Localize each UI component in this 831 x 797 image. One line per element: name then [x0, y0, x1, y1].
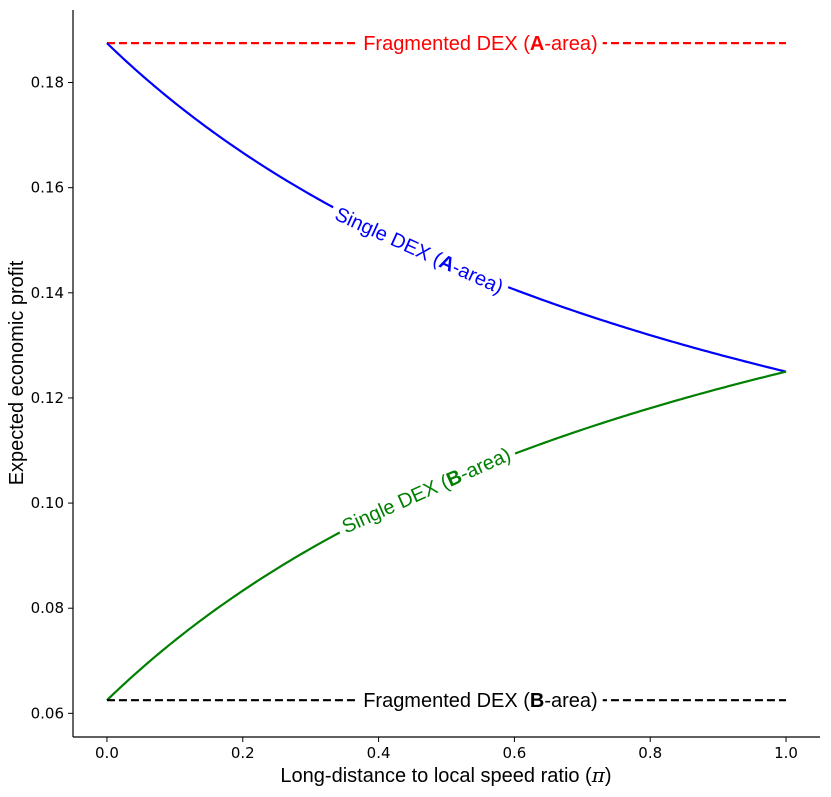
series-label-1: Single DEX (A-area)	[326, 200, 512, 302]
x-axis-title-suffix: )	[605, 765, 612, 787]
series-line-1	[106, 42, 787, 373]
label-part: -area)	[449, 257, 507, 299]
y-tick-label: 0.14	[31, 284, 64, 302]
y-tick-label: 0.18	[31, 74, 64, 92]
x-tick-label: 0.8	[638, 744, 662, 762]
label-part: -area)	[544, 33, 597, 55]
y-ticks: 0.06 0.08 0.10 0.12 0.14 0.16 0.18	[31, 74, 73, 722]
y-tick-label: 0.08	[31, 599, 64, 617]
x-axis-title-symbol: π	[591, 763, 606, 787]
x-axis-title: Long-distance to local speed ratio (π)	[280, 763, 611, 787]
label-part: A	[530, 33, 544, 55]
x-tick-label: 0.0	[95, 744, 119, 762]
label-background	[358, 689, 603, 714]
label-part: Single DEX (	[331, 203, 445, 270]
series-line-2	[106, 370, 787, 701]
axes	[72, 10, 820, 738]
y-tick-label: 0.06	[31, 704, 64, 722]
series-label-0: Fragmented DEX (A-area)	[358, 32, 603, 57]
x-axis-title-text: Long-distance to local speed ratio (	[280, 765, 592, 787]
y-tick-label: 0.12	[31, 389, 64, 407]
x-tick-label: 0.6	[502, 744, 526, 762]
x-ticks: 0.0 0.2 0.4 0.6 0.8 1.0	[95, 737, 798, 762]
label-part: -area)	[544, 690, 597, 712]
label-part: Single DEX (	[339, 471, 453, 538]
series-label-text: Single DEX (B-area)	[339, 444, 514, 539]
label-background	[358, 32, 603, 57]
label-part: B	[530, 690, 544, 712]
series-label-2: Single DEX (B-area)	[333, 440, 520, 542]
x-tick-label: 1.0	[774, 744, 798, 762]
series-label-text: Fragmented DEX (B-area)	[363, 690, 598, 712]
series-label-3: Fragmented DEX (B-area)	[358, 689, 603, 714]
x-tick-label: 0.2	[231, 744, 255, 762]
label-part: Fragmented DEX (	[363, 33, 530, 55]
series-group	[106, 42, 787, 702]
series-label-text: Single DEX (A-area)	[331, 203, 506, 298]
label-background	[333, 440, 520, 542]
label-background	[326, 200, 512, 302]
y-tick-label: 0.16	[31, 179, 64, 197]
y-tick-label: 0.10	[31, 494, 64, 512]
series-labels: Fragmented DEX (A-area)Single DEX (A-are…	[326, 32, 603, 714]
series-label-text: Fragmented DEX (A-area)	[363, 33, 598, 55]
label-part: -area)	[457, 444, 515, 486]
x-tick-label: 0.4	[367, 744, 391, 762]
y-axis-title: Expected economic profit	[6, 260, 28, 485]
label-part: Fragmented DEX (	[363, 690, 530, 712]
